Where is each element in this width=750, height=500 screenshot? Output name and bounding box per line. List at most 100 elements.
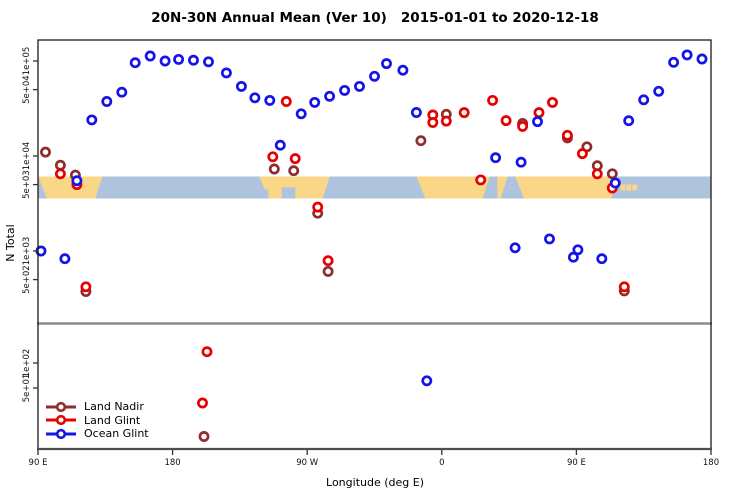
data-point-ocean-glint [101, 96, 113, 107]
data-point-ocean-glint [203, 56, 214, 68]
map-band-island [632, 184, 638, 191]
data-point-ocean-glint [116, 86, 128, 98]
data-point-ocean-glint [354, 80, 365, 92]
legend-item-land-glint: Land Glint [44, 414, 149, 428]
y-tick-label: 1e+03 [22, 237, 32, 266]
data-point-ocean-glint [544, 233, 555, 245]
data-point-land-glint [533, 107, 545, 119]
map-band-land [38, 176, 103, 199]
data-point-ocean-glint [71, 175, 83, 187]
data-point-ocean-glint [369, 70, 380, 82]
data-point-ocean-glint [596, 253, 608, 265]
y-tick-label: 5e+01 [22, 374, 32, 403]
data-point-land-nadir [268, 163, 280, 175]
data-point-ocean-glint [609, 177, 621, 189]
data-point-ocean-glint [159, 55, 171, 67]
map-band-island [626, 184, 632, 191]
data-point-land-glint [475, 174, 487, 186]
legend-label: Land Glint [84, 413, 141, 427]
x-tick-label: 90 W [296, 458, 319, 468]
data-point-land-glint [547, 96, 558, 108]
data-point-ocean-glint [264, 94, 276, 106]
data-point-ocean-glint [515, 156, 527, 168]
data-point-land-glint [289, 153, 301, 165]
data-point-ocean-glint [188, 54, 199, 66]
data-point-ocean-glint [59, 253, 71, 265]
legend: Land Nadir Land Glint Ocean Glint [44, 400, 149, 441]
data-point-ocean-glint [235, 80, 247, 92]
land-nadir-marker-icon [46, 401, 76, 412]
legend-label: Land Nadir [84, 400, 144, 414]
data-point-land-nadir [322, 265, 334, 277]
data-point-land-glint [427, 117, 439, 128]
data-point-ocean-glint [309, 96, 321, 108]
data-point-land-nadir [40, 146, 51, 158]
map-band-notch [262, 189, 269, 199]
x-tick-label: 90 E [567, 458, 586, 468]
y-tick-label: 1e+05 [22, 47, 32, 76]
plot-border [37, 39, 712, 450]
data-point-land-glint [458, 107, 470, 119]
y-tick-label: 5e+02 [22, 265, 32, 294]
data-point-ocean-glint [220, 67, 232, 79]
data-point-land-nadir [415, 135, 427, 147]
data-point-land-glint [312, 201, 324, 213]
data-point-ocean-glint [572, 244, 584, 256]
y-tick-label: 1e+04 [22, 142, 32, 171]
data-point-land-glint [487, 94, 499, 106]
data-point-ocean-glint [623, 115, 635, 127]
data-point-land-nadir [288, 165, 300, 177]
legend-label: Ocean Glint [84, 427, 149, 441]
map-band-land [515, 176, 619, 199]
data-point-ocean-glint [249, 92, 261, 104]
map-band-island [620, 184, 626, 191]
data-point-ocean-glint [421, 375, 433, 387]
data-point-ocean-glint [638, 94, 650, 106]
data-point-ocean-glint [681, 49, 693, 61]
data-point-land-glint [591, 168, 603, 180]
data-point-ocean-glint [324, 90, 336, 102]
data-point-land-glint [561, 129, 573, 141]
map-band-notch [281, 187, 296, 199]
map-band-land [497, 176, 508, 199]
x-tick-label: 0 [439, 458, 444, 468]
y-tick-label: 1e+02 [22, 349, 32, 378]
x-axis-title: Longitude (deg E) [326, 476, 424, 489]
data-point-ocean-glint [144, 50, 156, 62]
data-point-land-nadir [54, 159, 66, 171]
data-point-ocean-glint [173, 53, 185, 65]
data-point-land-glint [280, 96, 292, 107]
land-glint-marker-icon [46, 415, 76, 426]
data-point-ocean-glint [532, 116, 543, 128]
y-tick-label: 5e+03 [22, 170, 32, 199]
data-point-ocean-glint [567, 251, 579, 263]
data-point-land-glint [201, 346, 213, 358]
data-point-ocean-glint [274, 139, 286, 151]
data-point-ocean-glint [86, 114, 98, 126]
data-point-ocean-glint [509, 242, 521, 254]
ocean-glint-marker-icon [46, 428, 76, 439]
data-point-land-glint [267, 151, 279, 163]
data-point-land-glint [54, 168, 66, 180]
data-point-land-glint [322, 255, 334, 267]
data-point-land-glint [517, 120, 529, 132]
data-point-ocean-glint [295, 108, 307, 120]
data-point-ocean-glint [490, 152, 502, 164]
data-point-ocean-glint [381, 58, 392, 70]
data-point-ocean-glint [668, 56, 680, 68]
legend-item-ocean-glint: Ocean Glint [44, 427, 149, 441]
data-point-ocean-glint [339, 84, 351, 96]
data-point-land-glint [197, 397, 208, 409]
x-tick-label: 90 E [29, 458, 48, 468]
data-point-ocean-glint [129, 57, 141, 69]
data-point-land-glint [440, 115, 452, 127]
data-point-ocean-glint [397, 64, 409, 76]
data-point-land-nadir [198, 431, 210, 442]
map-band-land [416, 176, 490, 199]
y-tick-label: 5e+04 [22, 75, 32, 104]
data-point-land-nadir [606, 168, 618, 180]
data-point-land-glint [80, 281, 92, 293]
data-point-ocean-glint [410, 107, 422, 118]
